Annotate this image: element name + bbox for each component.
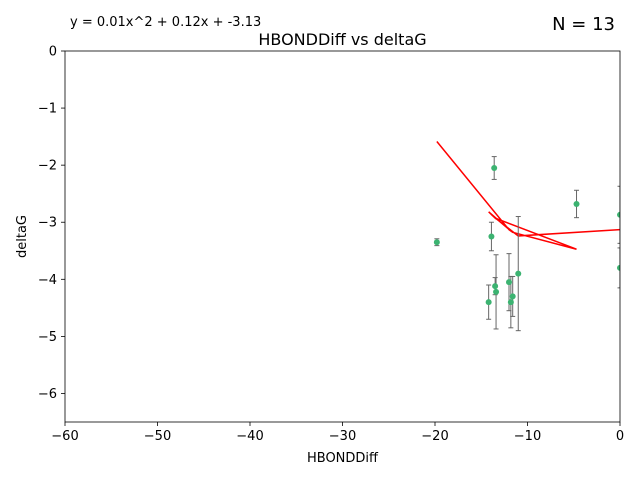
x-tick-label: −10 <box>514 429 541 444</box>
fit-line <box>436 141 620 250</box>
data-point <box>488 233 495 240</box>
data-point <box>492 283 499 290</box>
chart-title: HBONDDiff vs deltaG <box>258 30 426 49</box>
y-tick-label: −6 <box>38 387 57 402</box>
data-point <box>573 200 580 207</box>
y-tick-label: −2 <box>38 159 57 174</box>
fit-equation: y = 0.01x^2 + 0.12x + -3.13 <box>70 15 261 30</box>
data-point <box>507 299 514 306</box>
data-point <box>617 211 620 218</box>
x-tick-label: −40 <box>236 429 263 444</box>
axes-frame <box>64 50 621 423</box>
data-point <box>485 299 492 306</box>
x-axis-label: HBONDDiff <box>307 451 379 466</box>
x-tick-label: −60 <box>51 429 78 444</box>
data-point <box>515 270 522 277</box>
data-point <box>433 239 440 246</box>
x-tick-label: −50 <box>144 429 171 444</box>
y-tick-label: −5 <box>38 330 57 345</box>
data-point <box>493 288 500 295</box>
plot-area: −60 −50 −40 −30 −20 −10 0 0 −1 −2 −3 −4 −5 −6 <box>38 45 624 445</box>
x-tick-label: −30 <box>329 429 356 444</box>
y-tick-label: 0 <box>49 45 57 60</box>
y-tick-label: −4 <box>38 273 57 288</box>
y-axis-label: deltaG <box>15 215 30 258</box>
x-tick-label: −20 <box>421 429 448 444</box>
x-tick-label: 0 <box>616 429 624 444</box>
data-point <box>506 279 512 286</box>
y-tick-label: −3 <box>38 216 57 231</box>
sample-count: N = 13 <box>552 14 615 35</box>
y-tick-label: −1 <box>38 102 57 117</box>
data-point <box>509 293 516 300</box>
data-point <box>617 264 620 271</box>
data-point <box>491 165 498 172</box>
